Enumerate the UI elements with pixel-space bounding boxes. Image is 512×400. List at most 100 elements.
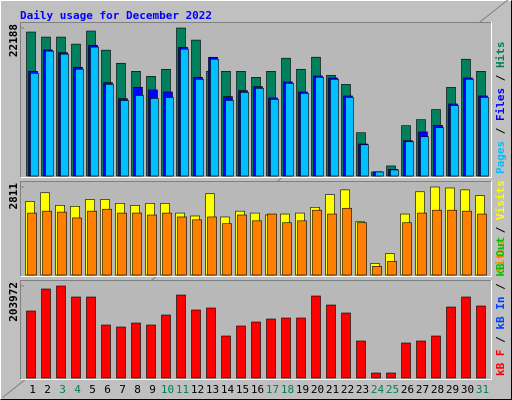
panel-bevel-light [20, 280, 492, 380]
bar [120, 100, 129, 177]
bar [386, 372, 396, 379]
bar [315, 77, 324, 177]
panel-bevel-light [20, 181, 492, 277]
bar [462, 210, 472, 276]
bar [30, 73, 39, 177]
x-tick-label: 27 [416, 383, 429, 396]
bar [312, 209, 322, 276]
bar [56, 285, 66, 379]
legend-separator: / [494, 68, 507, 88]
y-tick-label: 2811 [7, 183, 20, 210]
legend-entry: Hits [494, 42, 507, 69]
bar [71, 296, 81, 379]
bar [240, 92, 249, 177]
bar [311, 295, 321, 379]
x-tick-label: 12 [191, 383, 204, 396]
bar [480, 97, 489, 177]
bar [57, 211, 67, 276]
bar [477, 213, 487, 276]
bar [420, 136, 429, 177]
bar [105, 84, 114, 177]
bar [372, 265, 382, 276]
bar [252, 220, 262, 276]
x-tick-label: 18 [281, 383, 294, 396]
bar [87, 210, 97, 276]
bar [165, 97, 174, 177]
legend: kB F / kB In / kB Out [494, 237, 507, 376]
bar [432, 209, 442, 276]
bar [266, 318, 276, 379]
bar [206, 307, 216, 379]
bar [461, 296, 471, 379]
bar [221, 335, 231, 379]
bar [390, 169, 399, 177]
x-tick-label: 22 [341, 383, 354, 396]
bar [356, 340, 366, 379]
bar [450, 105, 459, 177]
x-tick-label: 10 [161, 383, 174, 396]
bar [101, 324, 111, 379]
x-tick-label: 9 [149, 383, 156, 396]
x-tick-label: 19 [296, 383, 309, 396]
x-tick-label: 20 [311, 383, 324, 396]
bar [297, 220, 307, 276]
chart-title: Daily usage for December 2022 [20, 9, 212, 22]
bar [117, 212, 127, 276]
bar [281, 317, 291, 379]
bar [162, 212, 172, 276]
bar [60, 53, 69, 177]
legend-separator: / [494, 330, 507, 350]
x-tick-label: 17 [266, 383, 279, 396]
bar [267, 213, 277, 276]
bar [131, 322, 141, 379]
x-tick-label: 13 [206, 383, 219, 396]
bar [330, 79, 339, 177]
x-tick-label: 16 [251, 383, 264, 396]
bar [191, 309, 201, 379]
bar [326, 304, 336, 379]
bar [402, 222, 412, 276]
bar [341, 312, 351, 379]
bar [345, 97, 354, 177]
x-tick-label: 14 [221, 383, 235, 396]
x-tick-label: 11 [176, 383, 189, 396]
bar [285, 83, 294, 177]
x-tick-label: 15 [236, 383, 249, 396]
bar [27, 212, 37, 276]
x-tick-label: 26 [401, 383, 414, 396]
bar [237, 214, 247, 276]
legend: Sites / Visits [494, 180, 507, 273]
legend-separator: / [494, 220, 507, 240]
legend-entry: Files [494, 88, 507, 121]
bar [431, 335, 441, 379]
bar [180, 48, 189, 177]
bar [42, 210, 52, 276]
y-tick-label: 203972 [7, 282, 20, 322]
legend-separator: / [494, 277, 507, 297]
bar [417, 212, 427, 276]
bar [357, 222, 367, 276]
bar [116, 326, 126, 379]
bar [270, 99, 279, 177]
bar [416, 340, 426, 379]
x-tick-label: 30 [461, 383, 474, 396]
bar [207, 216, 217, 276]
y-tick-label: 22188 [7, 24, 20, 57]
x-tick-label: 25 [386, 383, 399, 396]
bar [210, 58, 219, 177]
x-tick-label: 31 [476, 383, 489, 396]
bar [176, 294, 186, 379]
bar [251, 321, 261, 379]
legend: Pages / Files / Hits [494, 42, 507, 175]
x-tick-label: 8 [134, 383, 141, 396]
bar [161, 314, 171, 379]
bar [476, 305, 486, 379]
legend-entry: kB F [494, 350, 507, 377]
x-tick-label: 5 [89, 383, 96, 396]
x-tick-label: 4 [74, 383, 81, 396]
x-tick-label: 29 [446, 383, 459, 396]
bar [435, 127, 444, 177]
bar [300, 93, 309, 177]
